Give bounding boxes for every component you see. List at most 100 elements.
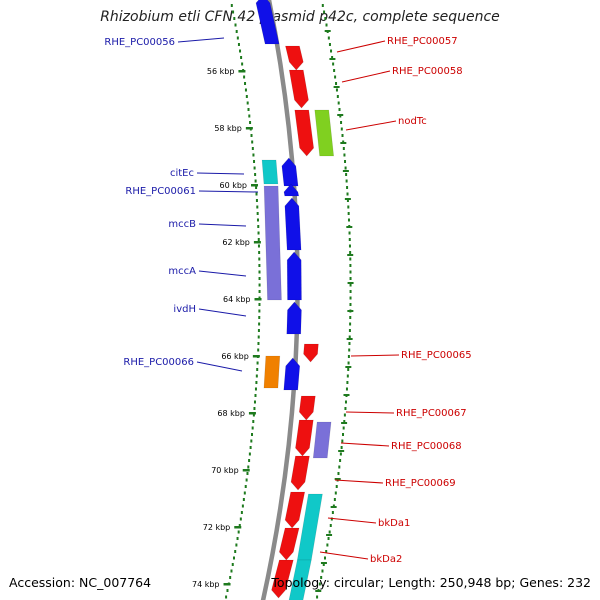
inner-dot — [225, 595, 228, 599]
inner-dot — [256, 212, 259, 215]
gene-feature[interactable] — [284, 491, 306, 529]
gene-feature[interactable] — [286, 251, 302, 301]
gene-label-rhe_pc00067[interactable]: RHE_PC00067 — [396, 408, 467, 419]
gene-label-mccb[interactable]: mccB — [168, 219, 196, 230]
gene-label-rhe_pc00068[interactable]: RHE_PC00068 — [391, 441, 462, 452]
gene-leader-line — [350, 354, 400, 357]
outer-dot — [338, 465, 341, 469]
inner-dot — [251, 147, 254, 150]
gene-label-rhe_pc00057[interactable]: RHE_PC00057 — [387, 36, 458, 47]
inner-dot — [246, 101, 249, 105]
gene-leader-line — [319, 551, 369, 560]
gene-label-rhe_pc00058[interactable]: RHE_PC00058 — [392, 66, 463, 77]
gene-feature[interactable] — [255, 0, 280, 45]
outer-dot — [333, 498, 336, 501]
scale-tick-mark — [242, 469, 250, 472]
gene-feature[interactable] — [281, 157, 299, 187]
gene-feature[interactable] — [295, 419, 314, 457]
inner-dot — [257, 348, 260, 352]
gene-leader-line — [196, 361, 243, 372]
gene-feature[interactable] — [284, 197, 302, 251]
inner-dot — [232, 10, 235, 14]
inner-dot — [238, 524, 241, 527]
outer-dot — [337, 101, 340, 105]
scale-tick-label: 58 kbp — [214, 124, 242, 133]
gene-feature[interactable] — [261, 159, 279, 185]
inner-dot — [258, 283, 261, 287]
outer-dot — [332, 62, 335, 66]
gene-label-bkda1[interactable]: bkDa1 — [378, 518, 410, 529]
outer-dash — [324, 30, 331, 32]
gene-label-rhe_pc00066[interactable]: RHE_PC00066 — [123, 357, 194, 368]
inner-dot — [249, 446, 252, 449]
outer-dot — [328, 43, 331, 46]
outer-dot — [343, 420, 346, 423]
inner-dot — [235, 543, 238, 547]
outer-dash — [342, 170, 349, 172]
gene-label-nodtc[interactable]: nodTc — [398, 116, 427, 127]
gene-feature[interactable] — [298, 395, 316, 421]
outer-dot — [349, 283, 352, 287]
gene-feature[interactable] — [303, 343, 319, 363]
gene-feature[interactable] — [271, 559, 294, 599]
gene-feature[interactable] — [294, 109, 314, 157]
scale-tick-mark — [238, 70, 246, 73]
gene-label-rhe_pc00065[interactable]: RHE_PC00065 — [401, 350, 472, 361]
outer-dot — [346, 381, 349, 384]
inner-dot — [239, 517, 242, 521]
gene-label-rhe_pc00056[interactable]: RHE_PC00056 — [104, 37, 175, 48]
outer-dot — [325, 550, 328, 553]
gene-feature[interactable] — [263, 185, 282, 301]
inner-dot — [244, 485, 247, 488]
outer-dot — [345, 387, 348, 391]
gene-feature[interactable] — [314, 109, 335, 157]
outer-dot — [348, 335, 351, 339]
gene-feature[interactable] — [283, 183, 300, 197]
inner-dot — [231, 563, 234, 566]
gene-feature[interactable] — [263, 355, 281, 389]
inner-dot — [257, 225, 260, 228]
outer-dot — [337, 472, 340, 475]
outer-dash — [334, 478, 341, 480]
outer-dash — [343, 394, 350, 396]
outer-dot — [342, 426, 345, 430]
topology-value: circular; — [333, 575, 385, 590]
outer-dot — [321, 569, 324, 573]
gene-feature[interactable] — [286, 301, 302, 335]
outer-dot — [345, 179, 348, 183]
outer-dot — [347, 218, 350, 222]
outer-dash — [347, 310, 354, 312]
outer-dot — [335, 82, 338, 85]
gene-feature[interactable] — [283, 357, 301, 391]
genes-value: 232 — [567, 575, 591, 590]
inner-dot — [244, 82, 247, 85]
inner-dot — [246, 472, 249, 475]
gene-feature[interactable] — [278, 527, 300, 561]
gene-label-mcca[interactable]: mccA — [168, 266, 196, 277]
gene-label-ivdh[interactable]: ivdH — [173, 304, 196, 315]
outer-dot — [341, 439, 344, 443]
scale-tick-label: 62 kbp — [222, 238, 250, 247]
scale-ticks: 56 kbp 58 kbp 60 kbp 62 kbp 64 kbp 66 kbp 68 k… — [192, 67, 262, 589]
gene-feature[interactable] — [288, 69, 309, 109]
inner-dot — [256, 361, 259, 365]
outer-dot — [349, 316, 352, 319]
gene-feature[interactable] — [288, 559, 312, 600]
outer-dot — [320, 576, 323, 579]
inner-dot — [245, 95, 248, 98]
inner-dot — [236, 36, 239, 40]
outer-dash — [320, 562, 327, 564]
gene-feature[interactable] — [312, 421, 332, 459]
inner-dot — [257, 238, 260, 241]
gene-feature[interactable] — [285, 45, 304, 71]
gene-label-citec[interactable]: citEc — [170, 168, 194, 179]
inner-dot — [250, 134, 253, 137]
gene-feature[interactable] — [290, 455, 310, 491]
gene-label-rhe_pc00061[interactable]: RHE_PC00061 — [125, 186, 196, 197]
inner-dot — [255, 374, 258, 378]
gene-label-bkda2[interactable]: bkDa2 — [370, 554, 402, 565]
gene-leader-line — [345, 411, 395, 414]
inner-dot — [258, 290, 261, 293]
inner-dot — [256, 205, 259, 209]
gene-label-rhe_pc00069[interactable]: RHE_PC00069 — [385, 478, 456, 489]
